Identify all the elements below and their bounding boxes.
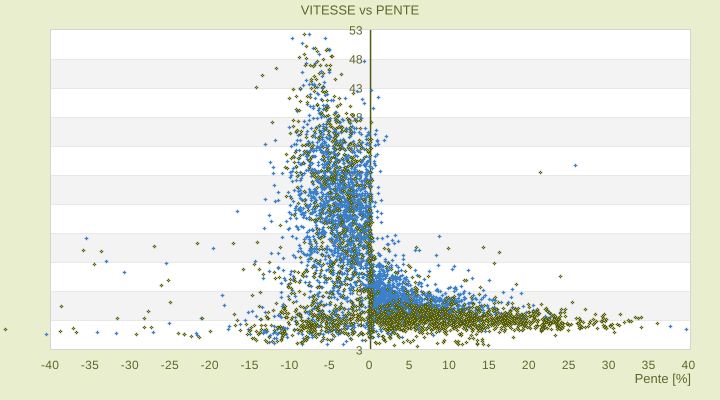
svg-text:3: 3 bbox=[356, 344, 363, 358]
svg-text:48: 48 bbox=[349, 53, 363, 67]
svg-text:Pente [%]: Pente [%] bbox=[635, 371, 691, 386]
svg-text:-25: -25 bbox=[161, 358, 179, 372]
svg-text:25: 25 bbox=[562, 358, 576, 372]
svg-text:5: 5 bbox=[406, 358, 413, 372]
svg-text:-20: -20 bbox=[201, 358, 219, 372]
svg-text:15: 15 bbox=[482, 358, 496, 372]
svg-text:-30: -30 bbox=[121, 358, 139, 372]
svg-text:-15: -15 bbox=[240, 358, 258, 372]
svg-text:53: 53 bbox=[349, 24, 363, 38]
svg-text:20: 20 bbox=[522, 358, 536, 372]
svg-text:0: 0 bbox=[366, 358, 373, 372]
svg-text:40: 40 bbox=[682, 358, 696, 372]
svg-text:30: 30 bbox=[602, 358, 616, 372]
svg-text:-40: -40 bbox=[41, 358, 59, 372]
svg-text:-5: -5 bbox=[324, 358, 335, 372]
svg-text:35: 35 bbox=[642, 358, 656, 372]
svg-text:-10: -10 bbox=[280, 358, 298, 372]
svg-text:10: 10 bbox=[442, 358, 456, 372]
svg-text:-35: -35 bbox=[81, 358, 99, 372]
svg-text:43: 43 bbox=[349, 82, 363, 96]
svg-text:VITESSE vs PENTE: VITESSE vs PENTE bbox=[301, 2, 420, 17]
